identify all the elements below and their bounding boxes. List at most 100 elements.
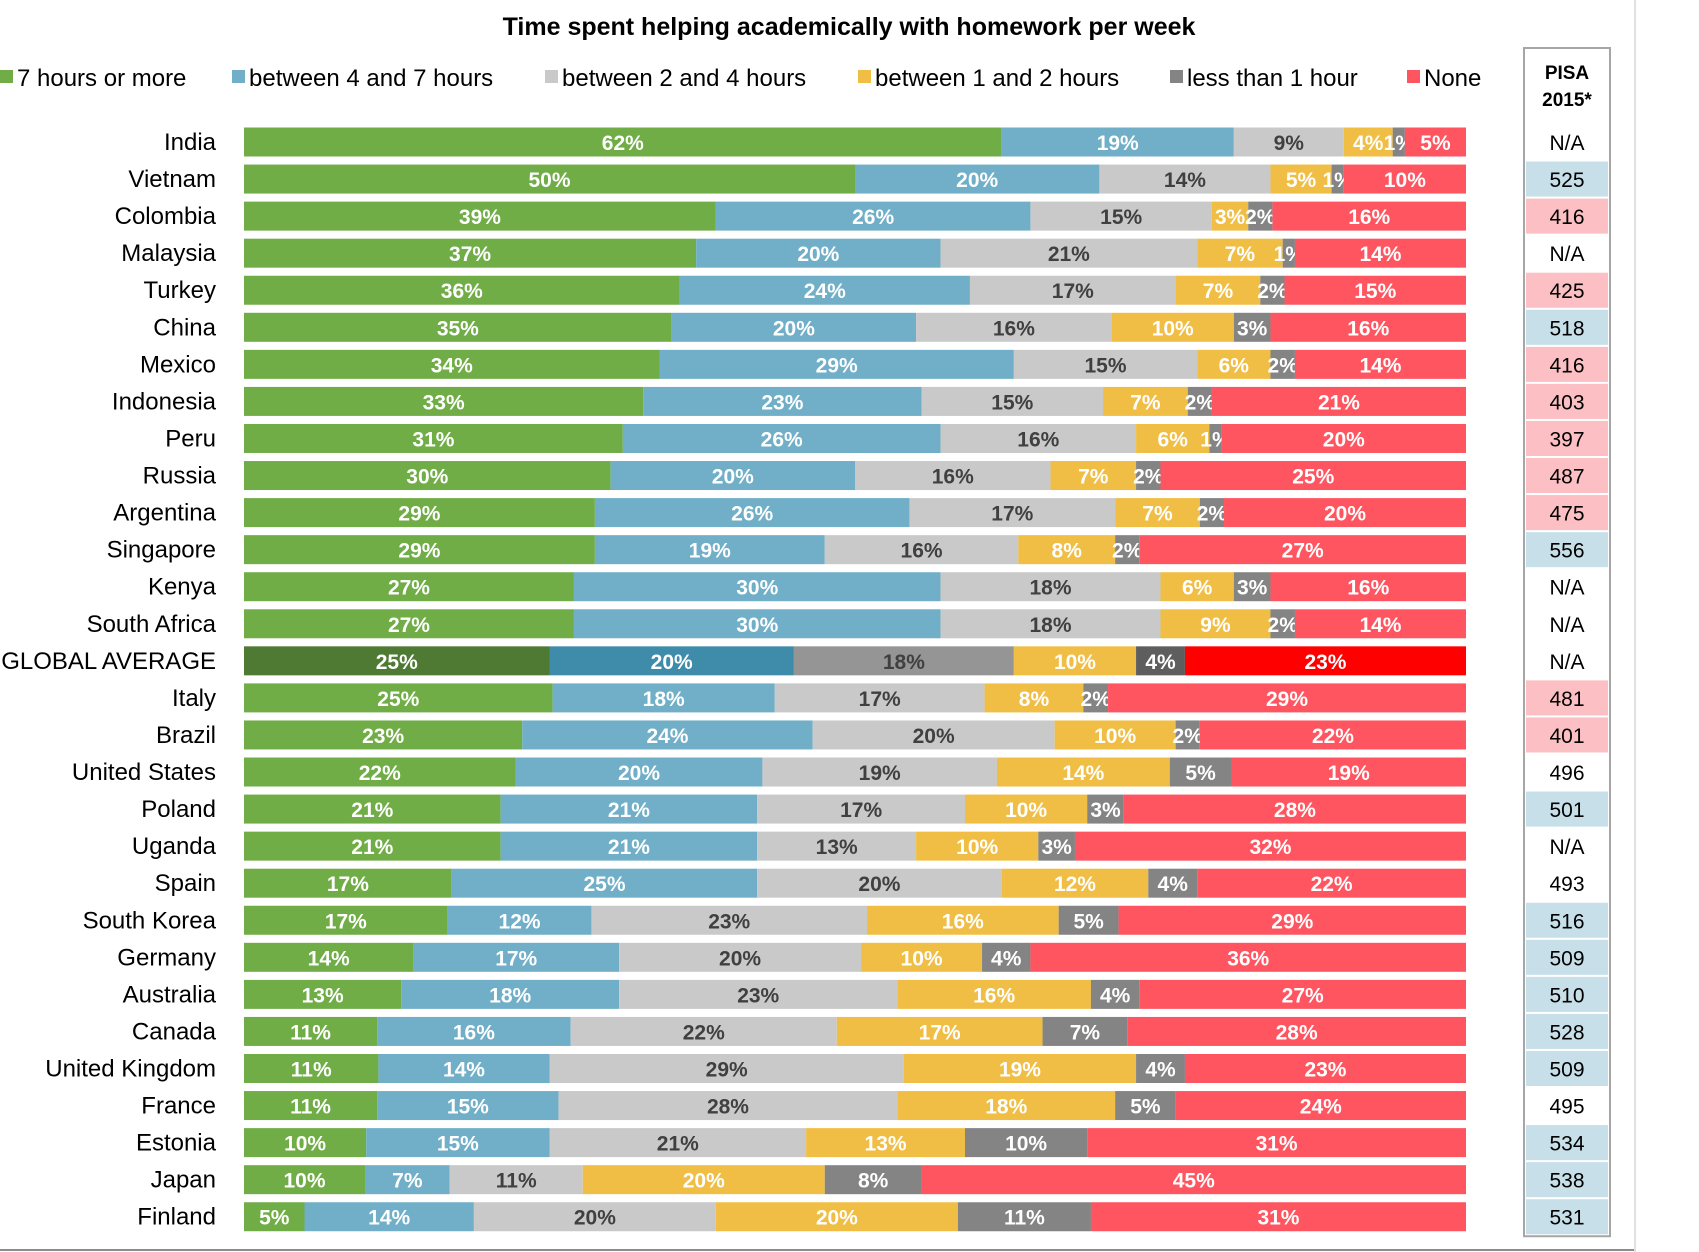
legend-label-between-1-and-2-hours: between 1 and 2 hours [875,65,1119,92]
bar-segment-global-average-between-4-and-7-hours [549,646,794,676]
pisa-value-estonia: 534 [1549,1133,1584,1156]
data-label-south-korea-between-2-and-4-hours: 23% [708,910,750,933]
bar-segment-poland-less-than-1-hour [1087,794,1124,824]
data-label-uganda-between-1-and-2-hours: 10% [956,836,998,859]
category-label-global-average: GLOBAL AVERAGE [1,648,216,675]
data-label-uganda-none: 32% [1249,836,1291,859]
pisa-cell-turkey [1526,272,1608,308]
pisa-cell-indonesia [1526,383,1608,419]
bar-segment-uganda-7-hours-or-more [244,831,501,861]
bar-segment-united-states-between-4-and-7-hours [515,757,763,787]
bar-segment-kenya-7-hours-or-more [244,572,574,602]
data-label-united-kingdom-none: 23% [1304,1059,1346,1082]
pisa-cell-mexico [1526,346,1608,382]
bar-segment-poland-between-1-and-2-hours [964,794,1088,824]
bar-segment-united-kingdom-none [1184,1054,1466,1083]
bar-segment-finland-between-2-and-4-hours [473,1202,716,1232]
pisa-value-canada: 528 [1549,1021,1584,1044]
pisa-cell-poland [1526,791,1608,827]
data-label-south-korea-between-4-and-7-hours: 12% [499,910,541,933]
data-label-russia-none: 25% [1292,466,1334,489]
data-label-global-average-7-hours-or-more: 25% [376,651,418,674]
bar-segment-malaysia-between-4-and-7-hours [696,238,941,268]
category-label-estonia: Estonia [136,1130,217,1157]
bar-segment-united-kingdom-between-2-and-4-hours [549,1054,904,1083]
data-label-russia-between-4-and-7-hours: 20% [712,466,754,489]
bar-segment-estonia-none [1087,1128,1466,1158]
bar-segment-south-korea-between-2-and-4-hours [591,905,867,935]
data-label-south-africa-between-4-and-7-hours: 30% [736,614,778,637]
data-label-colombia-none: 16% [1348,206,1390,229]
data-label-italy-between-4-and-7-hours: 18% [643,688,685,711]
bar-segment-united-states-between-1-and-2-hours [996,757,1170,787]
data-label-kenya-between-4-and-7-hours: 30% [736,577,778,600]
category-label-colombia: Colombia [115,203,217,230]
bar-segment-turkey-between-2-and-4-hours [969,275,1176,305]
pisa-cell-kenya [1526,569,1608,605]
data-label-united-states-between-4-and-7-hours: 20% [618,762,660,785]
bar-segment-mexico-between-4-and-7-hours [659,349,1014,379]
bar-segment-united-kingdom-less-than-1-hour [1136,1054,1185,1083]
pisa-value-spain: 493 [1549,873,1584,896]
bar-segment-brazil-7-hours-or-more [244,720,523,750]
bar-segment-germany-none [1030,942,1466,972]
bar-segment-turkey-none [1284,275,1466,305]
data-label-singapore-7-hours-or-more: 29% [398,540,440,563]
data-label-turkey-less-than-1-hour: 2% [1257,280,1288,303]
data-label-brazil-less-than-1-hour: 2% [1173,725,1204,748]
data-label-mexico-7-hours-or-more: 34% [431,354,473,377]
pisa-value-united-kingdom: 509 [1549,1059,1584,1082]
category-label-japan: Japan [151,1167,216,1194]
data-label-spain-between-1-and-2-hours: 12% [1054,873,1096,896]
category-label-united-kingdom: United Kingdom [45,1056,216,1083]
data-label-india-none: 5% [1420,132,1451,155]
data-label-united-states-between-2-and-4-hours: 19% [859,762,901,785]
bar-segment-turkey-between-4-and-7-hours [679,275,970,305]
bar-segment-mexico-less-than-1-hour [1270,349,1295,379]
data-label-italy-none: 29% [1266,688,1308,711]
bar-segment-malaysia-between-1-and-2-hours [1197,238,1283,268]
bar-segment-france-between-4-and-7-hours [377,1091,559,1121]
legend-swatch-7-hours-or-more [0,70,13,83]
bar-segment-united-states-none [1231,757,1466,787]
pisa-value-japan: 538 [1549,1170,1584,1193]
legend-swatch-less-than-1-hour [1170,70,1183,83]
data-label-japan-none: 45% [1173,1170,1215,1193]
data-label-united-kingdom-7-hours-or-more: 11% [291,1059,332,1082]
bar-segment-malaysia-less-than-1-hour [1282,238,1295,268]
bar-segment-malaysia-7-hours-or-more [244,238,697,268]
legend-swatch-between-2-and-4-hours [545,70,558,83]
pisa-value-mexico: 416 [1549,354,1584,377]
pisa-value-malaysia: N/A [1549,243,1584,266]
bar-segment-singapore-7-hours-or-more [244,535,595,565]
bar-segment-china-between-1-and-2-hours [1111,312,1234,342]
pisa-value-south-korea: 516 [1549,910,1584,933]
data-label-germany-between-4-and-7-hours: 17% [495,947,537,970]
pisa-cell-brazil [1526,717,1608,753]
data-label-poland-none: 28% [1274,799,1316,822]
bar-segment-india-between-2-and-4-hours [1233,127,1344,157]
data-label-mexico-between-2-and-4-hours: 15% [1084,354,1126,377]
data-label-china-between-4-and-7-hours: 20% [773,317,815,340]
data-label-russia-7-hours-or-more: 30% [406,466,448,489]
data-label-turkey-between-2-and-4-hours: 17% [1052,280,1094,303]
data-label-mexico-between-4-and-7-hours: 29% [816,354,858,377]
data-label-germany-between-2-and-4-hours: 20% [719,947,761,970]
bar-segment-kenya-none [1270,572,1466,602]
bar-segment-australia-none [1139,979,1466,1009]
bar-segment-peru-between-2-and-4-hours [940,423,1137,453]
bar-segment-estonia-between-4-and-7-hours [366,1128,550,1158]
data-label-global-average-between-4-and-7-hours: 20% [651,651,693,674]
bar-segment-mexico-between-1-and-2-hours [1197,349,1271,379]
data-label-spain-less-than-1-hour: 4% [1158,873,1189,896]
chart-title: Time spent helping academically with hom… [503,13,1196,41]
bar-segment-estonia-between-2-and-4-hours [549,1128,807,1158]
data-label-japan-less-than-1-hour: 8% [858,1170,889,1193]
legend-label-between-2-and-4-hours: between 2 and 4 hours [562,65,806,92]
legend-swatch-none [1407,70,1420,83]
bar-segment-kenya-between-1-and-2-hours [1160,572,1234,602]
data-label-colombia-between-1-and-2-hours: 3% [1215,206,1246,229]
bar-segment-united-kingdom-7-hours-or-more [244,1054,379,1083]
bar-segment-spain-between-4-and-7-hours [451,868,758,898]
bar-segment-canada-between-4-and-7-hours [377,1016,571,1046]
